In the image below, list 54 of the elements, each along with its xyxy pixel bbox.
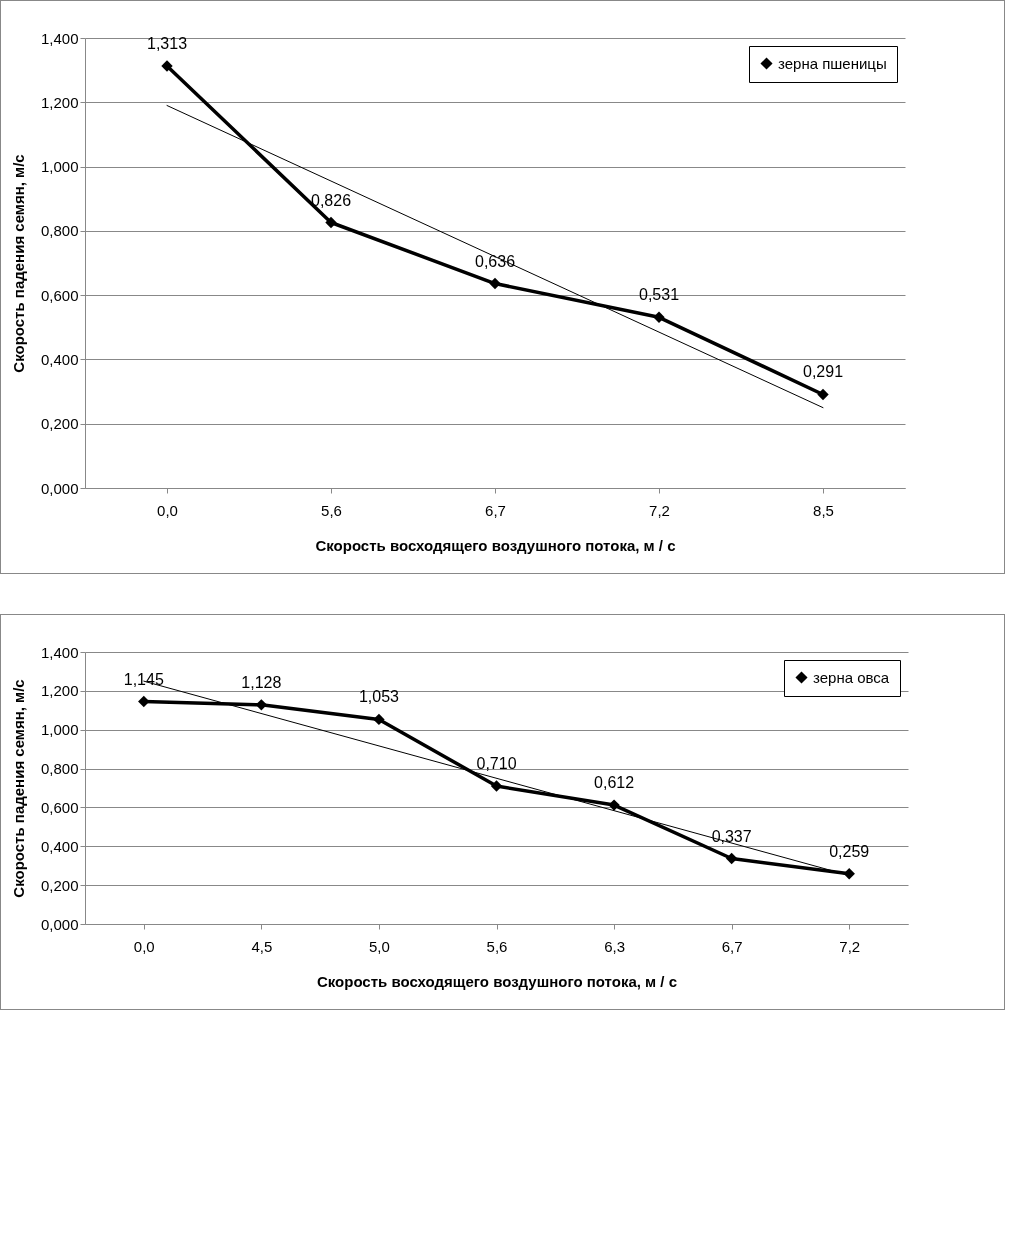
x-tick-label: 7,2 [649,501,670,519]
y-tick-label: 0,000 [40,915,79,933]
data-label: 0,826 [310,191,352,209]
point [489,277,501,290]
x-tick-label: 6,7 [485,501,506,519]
point [161,60,173,72]
data-label: 0,291 [802,363,844,381]
x-tick-label: 5,0 [369,937,390,955]
y-tick-label: 0,400 [40,837,79,855]
data-label: 0,710 [476,755,517,773]
y-tick-label: 1,400 [40,643,79,661]
x-tick-label: 4,5 [251,937,273,955]
y-tick-label: 1,200 [40,93,79,111]
point [608,799,620,811]
y-axis-title: Скорость падения семян, м/с [9,679,27,898]
x-tick-label: 5,6 [321,501,342,519]
data-label: 0,337 [711,827,752,845]
x-tick-label: 5,6 [486,937,508,955]
point [725,852,738,865]
data-label: 1,145 [123,670,164,688]
y-tick-label: 0,600 [40,286,79,304]
y-tick-label: 1,400 [40,29,79,47]
data-label: 1,053 [358,688,400,706]
point [373,713,385,726]
y-tick-label: 0,800 [40,222,79,240]
y-axis-title: Скорость падения семян, м/с [9,154,27,373]
x-tick-label: 6,7 [721,937,743,955]
y-tick-label: 0,000 [40,479,79,497]
y-tick-label: 0,800 [40,760,79,778]
data-label: 0,612 [594,774,635,792]
x-axis-title: Скорость восходящего воздушного потока, м / с [315,536,676,554]
x-tick-label: 0,0 [157,501,178,519]
data-label: 1,313 [146,34,188,52]
y-tick-label: 0,200 [40,415,79,433]
y-tick-label: 1,000 [40,721,79,739]
y-tick-label: 0,600 [40,798,79,816]
point [325,216,337,229]
x-tick-label: 8,5 [813,501,834,519]
y-tick-label: 1,000 [40,158,79,176]
x-tick-label: 0,0 [133,937,155,955]
x-axis-title: Скорость восходящего воздушного потока, м / с [316,972,678,990]
y-tick-label: 0,200 [40,876,79,894]
data-label: 0,259 [829,842,870,860]
y-tick-label: 0,400 [40,350,79,368]
point [817,388,829,401]
point [653,311,665,324]
x-tick-label: 6,3 [604,937,625,955]
point [490,780,503,792]
legend-label: зерна пшеницы [778,54,887,72]
data-label: 1,128 [241,673,282,691]
x-tick-label: 7,2 [839,937,861,955]
legend-label: зерна овса [813,668,890,686]
y-tick-label: 1,200 [40,682,79,700]
data-label: 0,531 [638,286,680,304]
